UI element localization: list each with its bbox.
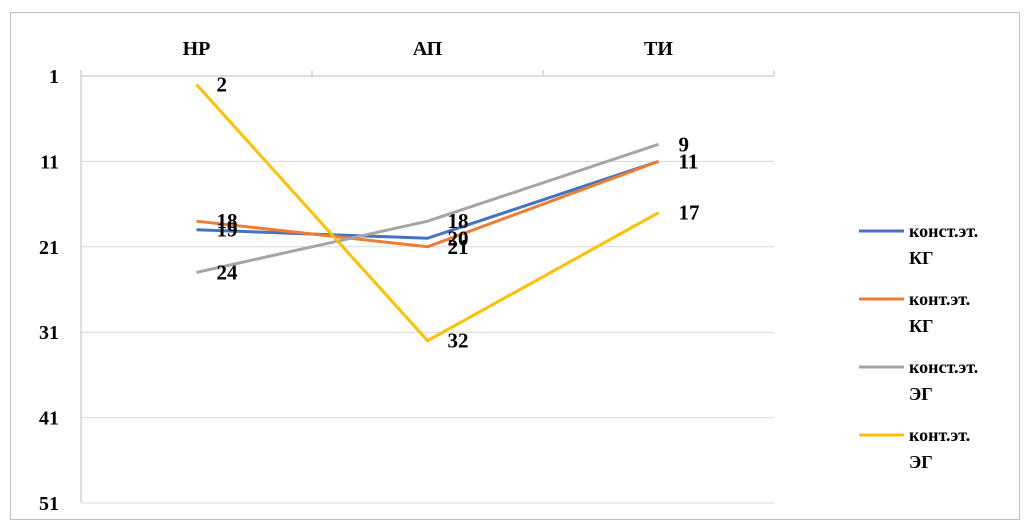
y-tick-label: 31 [39,322,59,344]
legend-label-line1: конт.эт. [909,425,970,445]
series-line [196,159,660,249]
legend-label-line2: ЭГ [909,384,933,404]
series-line [196,142,659,274]
y-tick-label: 11 [40,151,59,173]
data-label: 11 [679,149,699,173]
data-label: 11 [679,149,699,173]
legend-label-line2: КГ [909,316,934,336]
series-line [196,159,659,240]
legend-label-line2: ЭГ [909,452,933,472]
x-category-label: ТИ [644,38,673,60]
data-label: 17 [679,201,700,225]
legend-label-line1: конст.эт. [909,357,978,377]
legend-label-line2: КГ [909,248,934,268]
y-tick-label: 21 [39,237,59,259]
y-tick-label: 51 [39,493,59,515]
legend-label-line1: конт.эт. [909,289,970,309]
x-category-label: АП [413,38,443,60]
data-label: 9 [679,132,690,156]
data-label: 18 [448,209,469,233]
data-label: 2 [217,73,228,97]
data-label: 19 [217,218,238,242]
data-label: 18 [217,209,238,233]
data-label: 24 [217,260,239,284]
data-label: 21 [448,235,469,259]
chart-frame: 1 11 21 31 41 51 НР АП ТИ 19 20 11 18 21 11 24 18 9 2 32 17 к… [10,12,1020,520]
series-line [195,83,660,343]
y-tick-label: 1 [49,66,59,88]
legend-label-line1: конст.эт. [909,221,978,241]
data-label: 32 [448,329,469,353]
y-tick-label: 41 [39,408,59,430]
x-category-label: НР [183,38,211,60]
data-label: 20 [448,226,469,250]
